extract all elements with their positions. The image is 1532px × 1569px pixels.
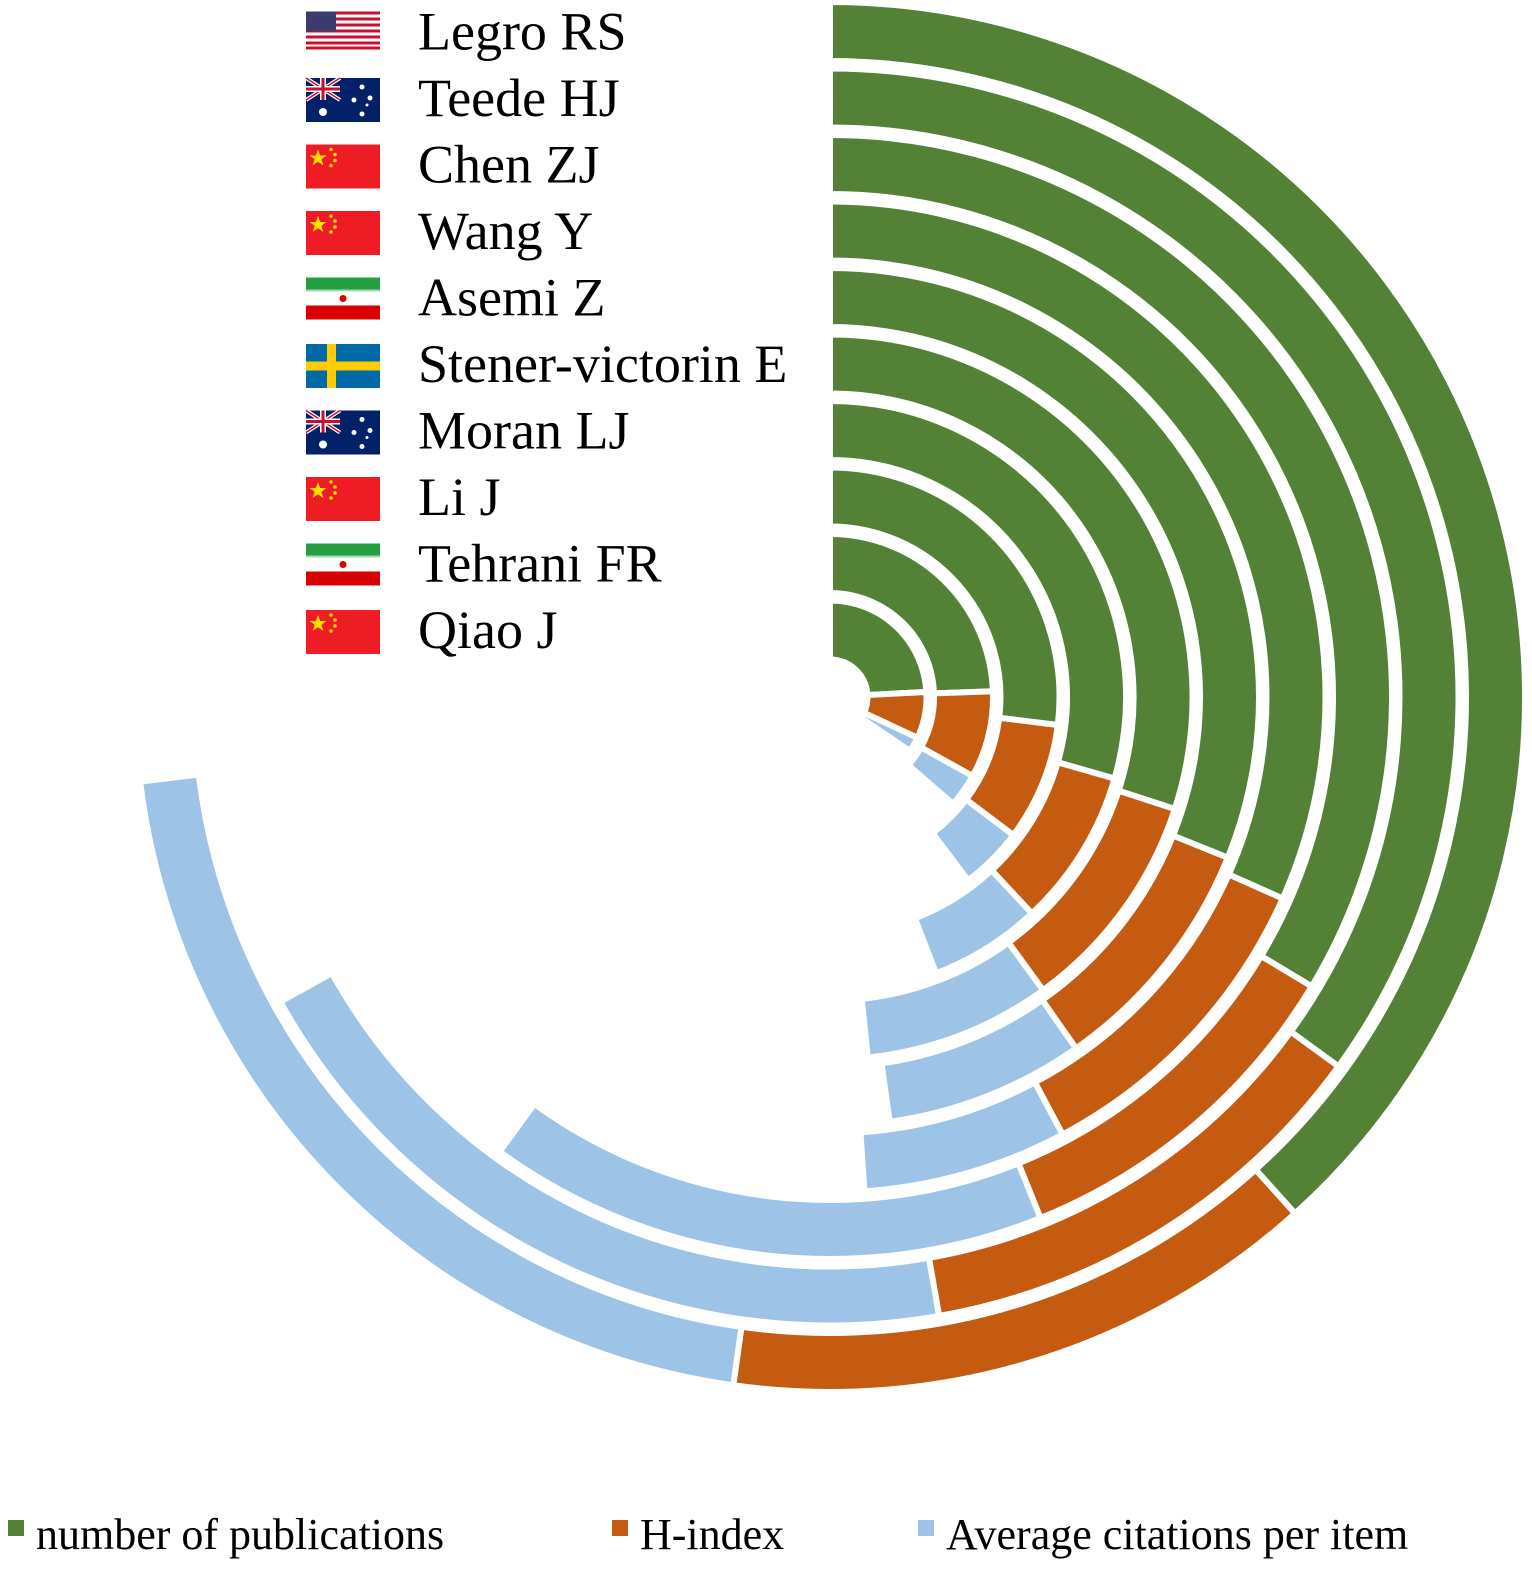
legend: number of publications H-index Average cit… xyxy=(8,1510,1408,1559)
sweden-flag-icon xyxy=(306,344,380,388)
author-label: Tehrani FR xyxy=(418,534,662,594)
legend-label: Average citations per item xyxy=(946,1510,1408,1559)
usa-flag-icon xyxy=(306,11,380,50)
ring-segment-publications-9 xyxy=(827,530,997,697)
ring-segment-avg-citations-4 xyxy=(857,1078,1067,1195)
ring-segment-avg-citations-8 xyxy=(928,795,1018,885)
ring-segment-avg-citations-10 xyxy=(856,708,922,756)
ring-segment-avg-citations-5 xyxy=(878,995,1081,1126)
author-label: Stener-victorin E xyxy=(418,334,787,394)
author-label: Wang Y xyxy=(418,201,593,261)
iran-flag-icon xyxy=(306,543,380,586)
ring-segment-avg-citations-1 xyxy=(136,771,745,1389)
ring-segment-avg-citations-7 xyxy=(911,866,1037,978)
china-flag-icon xyxy=(306,144,380,189)
legend-swatch xyxy=(612,1520,628,1536)
china-flag-icon xyxy=(306,610,380,654)
legend-label: H-index xyxy=(640,1510,784,1559)
ring-segment-avg-citations-3 xyxy=(495,1099,1045,1263)
legend-swatch xyxy=(8,1520,24,1536)
author-label: Chen ZJ xyxy=(418,135,600,195)
author-label: Moran LJ xyxy=(418,401,629,461)
author-label: Legro RS xyxy=(418,2,627,62)
ring-segment-avg-citations-6 xyxy=(858,938,1048,1061)
australia-flag-icon xyxy=(306,411,380,455)
ring-segment-publications-10 xyxy=(827,597,930,699)
author-label: Teede HJ xyxy=(418,68,620,128)
ring-segment-avg-citations-2 xyxy=(276,969,943,1329)
legend-label: number of publications xyxy=(36,1510,444,1559)
china-flag-icon xyxy=(306,211,380,255)
legend-swatch xyxy=(918,1520,934,1536)
australia-flag-icon xyxy=(306,78,380,122)
author-label: Li J xyxy=(418,467,501,527)
author-label: Asemi Z xyxy=(418,268,605,328)
china-flag-icon xyxy=(306,477,380,521)
chart-rings xyxy=(136,0,1528,1395)
ring-segment-avg-citations-9 xyxy=(904,743,977,809)
iran-flag-icon xyxy=(306,277,380,320)
author-label: Qiao J xyxy=(418,600,557,660)
